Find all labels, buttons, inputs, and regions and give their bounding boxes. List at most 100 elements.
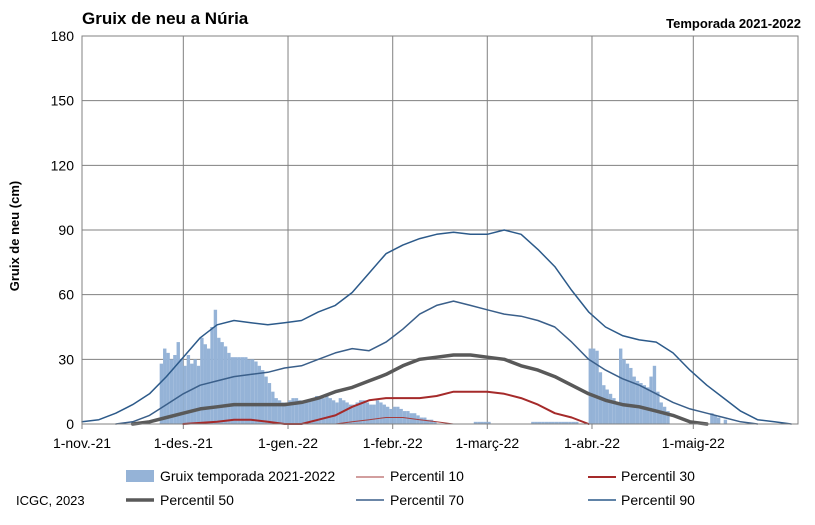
snow-depth-bar (325, 395, 329, 424)
snow-depth-bar (159, 363, 164, 424)
legend-label-p10: Percentil 10 (390, 468, 464, 484)
y-tick-label: 30 (58, 351, 74, 367)
snow-depth-bar (406, 411, 410, 424)
snow-depth-bar (710, 413, 714, 424)
snow-depth-bar (622, 359, 626, 424)
snow-depth-bar (247, 359, 251, 424)
snow-depth-bar (321, 398, 326, 424)
snow-depth-bar (281, 402, 285, 424)
y-tick-label: 0 (66, 416, 74, 432)
snow-depth-bar (183, 365, 187, 424)
snow-depth-bar (379, 402, 383, 424)
snow-depth-bar (564, 421, 569, 424)
snow-depth-bar (206, 348, 211, 424)
snow-depth-bar (288, 400, 292, 424)
snow-depth-bar (396, 406, 400, 424)
line-percentil-50 (130, 353, 709, 426)
snow-depth-bar (612, 398, 616, 424)
snow-depth-bar (304, 402, 309, 424)
snow-depth-bar (666, 411, 670, 424)
snow-depth-bar (375, 400, 380, 424)
line-percentil-30 (182, 390, 590, 425)
y-tick-label: 60 (58, 287, 74, 303)
bars-group (159, 309, 728, 424)
snow-depth-bar (328, 398, 332, 424)
snow-depth-bar (220, 342, 224, 424)
credit-text: ICGC, 2023 (16, 493, 85, 508)
snow-depth-bar (223, 346, 228, 424)
snow-depth-bar (716, 417, 721, 424)
snow-depth-bar (291, 398, 295, 424)
snow-depth-bar (352, 404, 356, 424)
line-percentil-10 (334, 417, 454, 425)
snow-depth-bar (186, 355, 191, 424)
legend-item-p10: Percentil 10 (356, 468, 464, 484)
y-tick-label: 120 (51, 157, 75, 173)
legend-item-p70: Percentil 70 (356, 492, 464, 508)
snow-depth-bar (254, 361, 258, 424)
snow-depth-bar (615, 402, 619, 424)
legend-item-p30: Percentil 30 (588, 468, 695, 484)
snow-depth-bar (331, 400, 336, 424)
snow-depth-bar (362, 400, 366, 424)
snow-depth-bar (605, 389, 609, 424)
snow-depth-bar (662, 406, 667, 424)
snow-depth-bar (301, 402, 305, 424)
snow-depth-bar (382, 404, 386, 424)
snow-depth-bar (433, 421, 437, 424)
snow-depth-bar (372, 404, 376, 424)
snow-depth-bar (419, 417, 424, 424)
snow-depth-bar (240, 357, 245, 424)
percentile-lines (81, 229, 792, 426)
snow-depth-bar (639, 383, 643, 424)
snow-depth-bar (264, 376, 268, 424)
x-tick-label: 1-febr.-22 (363, 435, 423, 451)
snow-depth-bar (244, 357, 248, 424)
snow-depth-bar (551, 421, 555, 424)
snow-depth-bar (537, 421, 542, 424)
legend-label-p70: Percentil 70 (390, 492, 464, 508)
snow-depth-bar (429, 419, 434, 424)
snow-depth-bar (257, 365, 261, 424)
snow-depth-bar (571, 421, 576, 424)
snow-depth-bar (588, 348, 592, 424)
y-tick-label: 150 (51, 93, 75, 109)
snow-depth-bar (723, 419, 728, 424)
snow-depth-bar (277, 400, 282, 424)
x-tick-label: 1-gen.-22 (258, 435, 318, 451)
snow-depth-bar (389, 408, 393, 424)
snow-depth-bar (233, 357, 238, 424)
legend: Gruix temporada 2021-2022 Percentil 10 P… (126, 468, 695, 508)
snow-depth-bar (541, 421, 545, 424)
snow-depth-bar (345, 402, 349, 424)
snow-depth-bar (318, 395, 322, 424)
chart-title: Gruix de neu a Núria (82, 9, 249, 28)
snow-depth-bar (554, 421, 559, 424)
snow-depth-bar (635, 380, 640, 424)
legend-label-p90: Percentil 90 (621, 492, 695, 508)
snow-depth-bar (163, 348, 167, 424)
snow-depth-bar (365, 402, 370, 424)
snow-depth-bar (426, 419, 430, 424)
snow-depth-bar (399, 408, 403, 424)
x-tick-label: 1-des.-21 (154, 435, 213, 451)
snow-depth-bar (230, 357, 234, 424)
snow-depth-bar (385, 406, 390, 424)
snow-depth-bar (250, 359, 255, 424)
snow-depth-bar (200, 337, 204, 424)
snow-depth-bar (169, 359, 174, 424)
snow-depth-bar (284, 402, 289, 424)
snow-depth-bar (558, 421, 562, 424)
legend-item-p90: Percentil 90 (588, 492, 695, 508)
x-tick-label: 1-nov.-21 (53, 435, 111, 451)
snow-depth-bar (173, 355, 177, 424)
snow-depth-bar (311, 398, 316, 424)
snow-depth-bar (193, 359, 197, 424)
x-tick-label: 1-abr.-22 (564, 435, 620, 451)
snow-depth-bar (196, 365, 201, 424)
snow-depth-bar (534, 421, 538, 424)
season-subtitle: Temporada 2021-2022 (666, 16, 801, 31)
snow-depth-bar (392, 406, 397, 424)
snow-depth-bar (369, 404, 373, 424)
y-tick-labels: 0 30 60 90 120 150 180 (51, 28, 75, 432)
